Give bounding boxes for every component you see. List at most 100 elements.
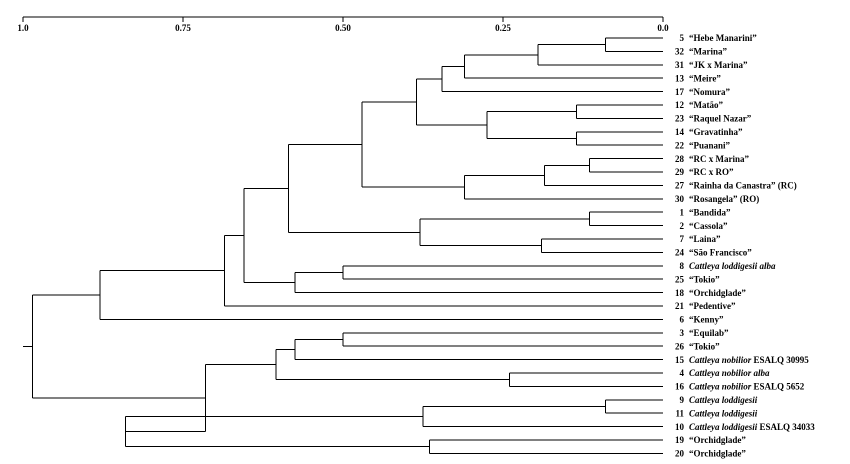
leaf-name-part: “Rosangela” (RO) xyxy=(689,194,759,204)
leaf-number: 16 xyxy=(675,382,685,392)
leaf-name-part: “Pedentive” xyxy=(689,301,736,311)
leaf-name: “Rainha da Canastra” (RC) xyxy=(689,181,797,191)
leaf-name-part: “RC x RO” xyxy=(689,167,734,177)
leaf-number: 22 xyxy=(675,140,685,150)
leaf-number: 1 xyxy=(680,207,685,217)
leaf-number: 5 xyxy=(680,33,685,43)
leaf-number: 4 xyxy=(680,368,685,378)
leaf-name: “Tokio” xyxy=(689,274,720,284)
leaf-name-part: Cattleya loddigesii xyxy=(689,422,758,432)
leaf-name: “JK x Marina” xyxy=(689,60,748,70)
leaf-name-part: ESALQ 30995 xyxy=(751,355,809,365)
leaf-name-part: “Hebe Manarini” xyxy=(689,33,757,43)
leaf-number: 29 xyxy=(675,167,685,177)
leaf-number: 23 xyxy=(675,114,685,124)
leaf-name: “Orchidglade” xyxy=(689,288,746,298)
leaf-number: 11 xyxy=(675,408,684,418)
leaf-name: “Gravatinha” xyxy=(689,127,743,137)
leaf-name-part: “Kenny” xyxy=(689,315,724,325)
leaf-name-part: “Orchidglade” xyxy=(689,435,746,445)
leaf-number: 14 xyxy=(675,127,685,137)
leaf-name: “RC x RO” xyxy=(689,167,734,177)
leaf-name: Cattleya nobilior ESALQ 30995 xyxy=(689,355,809,365)
leaf-name: Cattleya nobilior ESALQ 5652 xyxy=(689,382,805,392)
leaf-number: 21 xyxy=(675,301,685,311)
leaf-number: 30 xyxy=(675,194,685,204)
axis-tick-label: 0.50 xyxy=(335,23,351,33)
leaf-name: “Hebe Manarini” xyxy=(689,33,757,43)
leaf-name: Cattleya loddigesii xyxy=(689,408,758,418)
leaf-name-part: “São Francisco” xyxy=(689,248,752,258)
leaf-number: 7 xyxy=(680,234,685,244)
leaf-name-part: ESALQ 34033 xyxy=(757,422,815,432)
leaf-number: 6 xyxy=(680,315,685,325)
leaf-name-part: Cattleya nobilior xyxy=(689,382,752,392)
leaf-name-part: “RC x Marina” xyxy=(689,154,749,164)
leaf-name-part: “Tokio” xyxy=(689,274,720,284)
leaf-number: 10 xyxy=(675,422,685,432)
leaf-number: 9 xyxy=(680,395,685,405)
leaf-number: 27 xyxy=(675,181,685,191)
leaf-name-part: Cattleya nobilior xyxy=(689,355,752,365)
axis-tick-label: 1.0 xyxy=(17,23,29,33)
axis-tick-label: 0.0 xyxy=(657,23,669,33)
leaf-name: “Raquel Nazar” xyxy=(689,114,752,124)
leaf-name-part: “Marina” xyxy=(689,47,727,57)
leaf-name-part: ESALQ 5652 xyxy=(751,382,805,392)
leaf-name-part: Cattleya loddigesii alba xyxy=(689,261,776,271)
leaf-number: 15 xyxy=(675,355,685,365)
leaf-name: “Puanani” xyxy=(689,140,731,150)
leaf-number: 12 xyxy=(675,100,685,110)
leaf-name: “Orchidglade” xyxy=(689,435,746,445)
leaf-number: 20 xyxy=(675,449,685,459)
dendrogram-tree xyxy=(23,37,663,454)
leaf-name: “Laina” xyxy=(689,234,721,244)
leaf-name: Cattleya loddigesii ESALQ 34033 xyxy=(689,422,815,432)
leaf-number: 17 xyxy=(675,87,685,97)
leaf-name: “Cassola” xyxy=(689,221,728,231)
leaf-name: “Nomura” xyxy=(689,87,730,97)
leaf-number: 26 xyxy=(675,341,685,351)
leaf-name: Cattleya loddigesii alba xyxy=(689,261,776,271)
leaf-name: Cattleya loddigesii xyxy=(689,395,758,405)
leaf-labels: 5 “Hebe Manarini”32 “Marina”31 “JK x Marina… xyxy=(675,33,815,458)
leaf-name-part: “Raquel Nazar” xyxy=(689,114,752,124)
leaf-name-part: Cattleya loddigesii xyxy=(689,395,758,405)
leaf-number: 13 xyxy=(675,73,685,83)
leaf-name-part: “JK x Marina” xyxy=(689,60,748,70)
leaf-number: 2 xyxy=(680,221,685,231)
leaf-number: 18 xyxy=(675,288,685,298)
leaf-name: “Kenny” xyxy=(689,315,724,325)
leaf-name-part: “Cassola” xyxy=(689,221,728,231)
leaf-name-part: “Laina” xyxy=(689,234,721,244)
leaf-name: “Meire” xyxy=(689,73,721,83)
leaf-name-part: “Orchidglade” xyxy=(689,449,746,459)
leaf-number: 28 xyxy=(675,154,685,164)
leaf-name: “Equilab” xyxy=(689,328,729,338)
leaf-number: 25 xyxy=(675,274,685,284)
leaf-name-part: “Meire” xyxy=(689,73,721,83)
leaf-name: “Pedentive” xyxy=(689,301,736,311)
leaf-name: Cattleya nobilior alba xyxy=(689,368,770,378)
leaf-name: “Bandida” xyxy=(689,207,731,217)
leaf-name: “Rosangela” (RO) xyxy=(689,194,759,204)
axis-tick-label: 0.75 xyxy=(175,23,191,33)
leaf-number: 32 xyxy=(675,47,685,57)
axis-tick-label: 0.25 xyxy=(495,23,511,33)
leaf-name: “RC x Marina” xyxy=(689,154,749,164)
leaf-name-part: “Gravatinha” xyxy=(689,127,743,137)
leaf-number: 8 xyxy=(680,261,685,271)
leaf-number: 3 xyxy=(680,328,685,338)
leaf-number: 31 xyxy=(675,60,685,70)
leaf-name: “Marina” xyxy=(689,47,727,57)
leaf-name-part: “Rainha da Canastra” (RC) xyxy=(689,181,797,191)
leaf-name-part: “Bandida” xyxy=(689,207,731,217)
leaf-number: 19 xyxy=(675,435,685,445)
leaf-name-part: Cattleya nobilior alba xyxy=(689,368,770,378)
leaf-name-part: “Orchidglade” xyxy=(689,288,746,298)
leaf-name: “Tokio” xyxy=(689,341,720,351)
leaf-name: “São Francisco” xyxy=(689,248,752,258)
distance-axis: 1.0 0.75 0.50 0.25 0.0 xyxy=(17,16,669,33)
leaf-name-part: Cattleya loddigesii xyxy=(689,408,758,418)
